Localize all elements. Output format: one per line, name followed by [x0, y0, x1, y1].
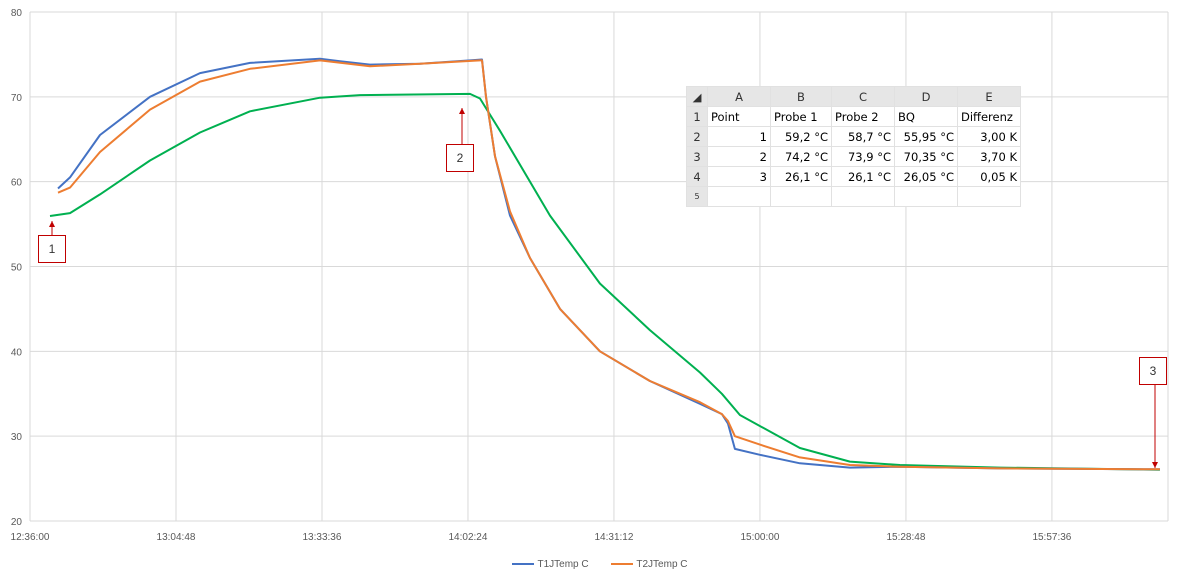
table-cell: 59,2 °C — [770, 126, 832, 147]
table-cell: 55,95 °C — [894, 126, 958, 147]
y-tick-label: 30 — [11, 432, 23, 443]
table-cell: Point — [707, 106, 771, 127]
data-table: ◢ A B C D E 1 Point Probe 1 Probe 2 BQ Differ… — [686, 86, 1021, 207]
table-cell: Differenz — [957, 106, 1021, 127]
corner-cell: ◢ — [686, 86, 708, 107]
table-cell: 26,1 °C — [770, 166, 832, 187]
table-row: 1 Point Probe 1 Probe 2 BQ Differenz — [686, 106, 1021, 127]
y-tick-label: 80 — [11, 8, 23, 19]
row-number: 4 — [686, 166, 708, 187]
annotation-3: 3 — [1139, 357, 1167, 385]
column-header: D — [894, 86, 958, 107]
series-line-t2jtemp-c — [57, 59, 1160, 471]
x-tick-label: 12:36:00 — [11, 532, 50, 543]
x-tick-label: 13:33:36 — [303, 532, 342, 543]
column-header: A — [707, 86, 771, 107]
legend-item-t2: T2JTemp C — [611, 558, 688, 570]
y-tick-label: 60 — [11, 178, 23, 189]
table-cell: 74,2 °C — [770, 146, 832, 167]
table-cell: BQ — [894, 106, 958, 127]
row-number: 1 — [686, 106, 708, 127]
x-tick-label: 14:31:12 — [594, 532, 633, 543]
x-tick-label: 15:00:00 — [740, 532, 779, 543]
y-tick-label: 40 — [11, 347, 23, 358]
table-cell: Probe 1 — [770, 106, 832, 127]
legend-item-t1: T1JTemp C — [512, 558, 589, 570]
table-cell: 3,70 K — [957, 146, 1021, 167]
annotation-2: 2 — [446, 144, 474, 172]
table-row: 3 2 74,2 °C 73,9 °C 70,35 °C 3,70 K — [686, 146, 1021, 167]
row-number: 2 — [686, 126, 708, 147]
arrow-head-icon — [459, 108, 465, 114]
x-tick-label: 15:57:36 — [1032, 532, 1071, 543]
y-tick-label: 20 — [11, 517, 23, 528]
column-header: B — [770, 86, 832, 107]
legend-swatch — [512, 563, 535, 565]
y-tick-label: 50 — [11, 263, 23, 274]
table-cell: 58,7 °C — [831, 126, 895, 147]
row-number: 5 — [686, 186, 708, 207]
x-tick-label: 13:04:48 — [157, 532, 196, 543]
legend-swatch — [611, 563, 634, 565]
x-tick-label: 15:28:48 — [886, 532, 925, 543]
legend-label: T2JTemp C — [636, 558, 688, 570]
legend: T1JTemp C T2JTemp C — [0, 557, 1200, 570]
column-header: C — [831, 86, 895, 107]
table-cell: Probe 2 — [831, 106, 895, 127]
series-line-bq — [49, 92, 1160, 471]
y-tick-label: 70 — [11, 93, 23, 104]
annotation-1: 1 — [38, 235, 66, 263]
table-cell: 70,35 °C — [894, 146, 958, 167]
table-header-row: ◢ A B C D E — [686, 86, 1021, 107]
table-row: 4 3 26,1 °C 26,1 °C 26,05 °C 0,05 K — [686, 166, 1021, 187]
column-header: E — [957, 86, 1021, 107]
table-cell: 3,00 K — [957, 126, 1021, 147]
table-cell: 3 — [707, 166, 771, 187]
table-cell: 1 — [707, 126, 771, 147]
table-cell: 2 — [707, 146, 771, 167]
row-number: 3 — [686, 146, 708, 167]
table-cell: 73,9 °C — [831, 146, 895, 167]
x-tick-label: 14:02:24 — [448, 532, 487, 543]
table-cell: 26,1 °C — [831, 166, 895, 187]
table-cell: 0,05 K — [957, 166, 1021, 187]
arrow-head-icon — [49, 221, 55, 227]
series-line-t1jtemp-c — [57, 57, 1160, 471]
table-cell: 26,05 °C — [894, 166, 958, 187]
table-row-partial: 5 — [686, 186, 1021, 207]
legend-label: T1JTemp C — [537, 558, 589, 570]
table-row: 2 1 59,2 °C 58,7 °C 55,95 °C 3,00 K — [686, 126, 1021, 147]
arrow-head-icon — [1152, 462, 1158, 468]
